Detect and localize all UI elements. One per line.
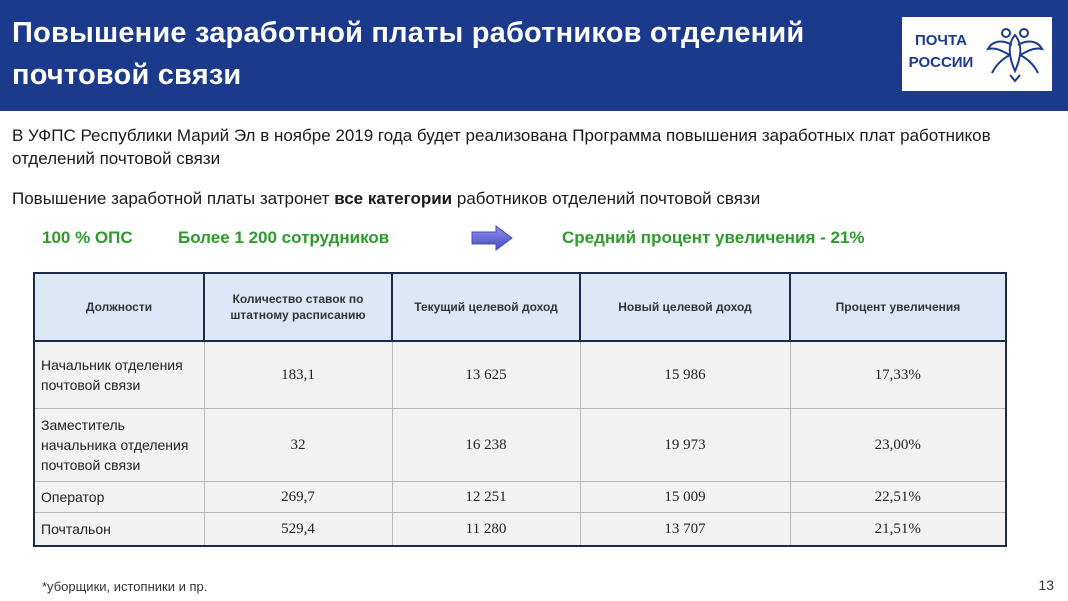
intro-categories-bold: все категории bbox=[334, 189, 453, 208]
average-increase: Средний процент увеличения - 21% bbox=[562, 228, 865, 247]
position-cell: Заместитель начальника отделения почтово… bbox=[33, 408, 205, 482]
salary-table: Должности Количество ставок по штатному … bbox=[33, 272, 1007, 547]
ops-coverage: 100 % ОПС bbox=[42, 228, 133, 247]
page-number: 13 bbox=[1038, 577, 1054, 593]
intro-paragraph: В УФПС Республики Марий Эл в ноябре 2019… bbox=[12, 126, 991, 168]
new-income-cell: 13 707 bbox=[579, 512, 791, 547]
table-header-row: Должности Количество ставок по штатному … bbox=[33, 272, 1007, 342]
new-income-cell: 19 973 bbox=[579, 408, 791, 482]
new-income-cell: 15 986 bbox=[579, 340, 791, 409]
current-income-cell: 13 625 bbox=[391, 340, 581, 409]
column-header: Должности bbox=[33, 272, 205, 342]
increase-percent-cell: 21,51% bbox=[789, 512, 1007, 547]
rates-cell: 32 bbox=[203, 408, 393, 482]
header-bar: Повышение заработной платы работников от… bbox=[0, 0, 1068, 111]
position-cell: Начальник отделения почтовой связи bbox=[33, 340, 205, 409]
table-row: Почтальон 529,4 11 280 13 707 21,51% bbox=[33, 512, 1007, 547]
position-cell: Почтальон bbox=[33, 512, 205, 547]
current-income-cell: 12 251 bbox=[391, 481, 581, 513]
rates-cell: 269,7 bbox=[203, 481, 393, 513]
footnote: *уборщики, истопники и пр. bbox=[42, 579, 208, 594]
table-row: Заместитель начальника отделения почтово… bbox=[33, 408, 1007, 482]
new-income-cell: 15 009 bbox=[579, 481, 791, 513]
rates-cell: 529,4 bbox=[203, 512, 393, 547]
intro-categories-end: работников отделений почтовой связи bbox=[452, 189, 761, 208]
position-cell: Оператор bbox=[33, 481, 205, 513]
employees-count: Более 1 200 сотрудников bbox=[178, 228, 390, 247]
column-header: Текущий целевой доход bbox=[391, 272, 581, 342]
current-income-cell: 11 280 bbox=[391, 512, 581, 547]
right-arrow-icon bbox=[471, 225, 513, 251]
column-header: Процент увеличения bbox=[789, 272, 1007, 342]
double-headed-eagle-icon bbox=[986, 28, 1044, 83]
logo-text: ПОЧТА РОССИИ bbox=[906, 30, 976, 74]
rates-cell: 183,1 bbox=[203, 340, 393, 409]
increase-percent-cell: 17,33% bbox=[789, 340, 1007, 409]
table-row: Оператор 269,7 12 251 15 009 22,51% bbox=[33, 481, 1007, 513]
current-income-cell: 16 238 bbox=[391, 408, 581, 482]
intro-categories-start: Повышение заработной платы затронет bbox=[12, 189, 335, 208]
column-header: Количество ставок по штатному расписанию bbox=[203, 272, 393, 342]
page-title: Повышение заработной платы работников от… bbox=[12, 17, 805, 91]
increase-percent-cell: 23,00% bbox=[789, 408, 1007, 482]
logo-line1: ПОЧТА bbox=[914, 32, 968, 49]
logo-line2: РОССИИ bbox=[908, 54, 974, 71]
table-row: Начальник отделения почтовой связи 183,1… bbox=[33, 340, 1007, 409]
russian-post-logo: ПОЧТА РОССИИ bbox=[902, 17, 1052, 91]
column-header: Новый целевой доход bbox=[579, 272, 791, 342]
increase-percent-cell: 22,51% bbox=[789, 481, 1007, 513]
intro-categories: Повышение заработной платы затронет все … bbox=[12, 187, 1052, 210]
